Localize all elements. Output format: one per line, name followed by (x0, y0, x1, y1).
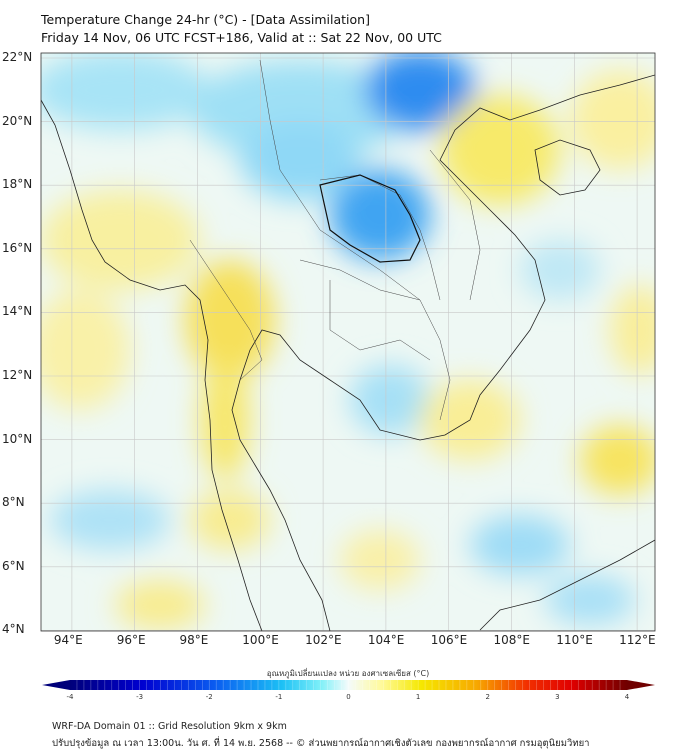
map-title: Temperature Change 24-hr (°C) - [Data As… (41, 12, 370, 27)
latitude-label: 18°N (2, 177, 33, 192)
latitude-label: 14°N (2, 304, 33, 319)
latitude-label: 12°N (2, 368, 33, 382)
colorbar (42, 680, 655, 690)
longitude-label: 100°E (242, 633, 279, 647)
longitude-label: 102°E (305, 633, 342, 647)
map-frame (40, 52, 656, 632)
longitude-label: 104°E (367, 633, 405, 647)
admin-boundaries (189, 59, 481, 421)
colorbar-gradient (70, 680, 627, 690)
colorbar-max-extension (627, 680, 655, 690)
colorbar-tick-label: -1 (275, 693, 283, 701)
colorbar-tick-label: -3 (136, 693, 144, 701)
latitude-label: 16°N (2, 240, 33, 255)
highlighted-boundary (319, 174, 421, 263)
colorbar-label: อุณหภูมิเปลี่ยนแปลง หน่วย องศาเซลเซียส (… (266, 669, 430, 678)
footer-credit: ปรับปรุงข้อมูล ณ เวลา 13:00น. วัน ศ. ที่… (52, 738, 590, 749)
longitude-label: 98°E (179, 633, 209, 647)
longitude-label: 108°E (493, 633, 531, 647)
longitude-label: 106°E (430, 633, 468, 647)
latitude-label: 4°N (2, 622, 25, 637)
longitude-label: 96°E (116, 633, 146, 647)
longitude-label: 110°E (556, 633, 593, 647)
colorbar-tick-label: -2 (205, 693, 213, 701)
longitude-label: 94°E (53, 633, 83, 647)
latitude-label: 6°N (2, 558, 25, 573)
colorbar-tick-label: -4 (66, 693, 74, 701)
colorbar-tick-label: 4 (624, 693, 630, 701)
colorbar-tick-label: 3 (555, 693, 560, 701)
latitude-label: 8°N (2, 495, 25, 510)
latitude-label: 10°N (2, 431, 33, 446)
latitude-label: 20°N (2, 113, 33, 128)
colorbar-tick-label: 1 (415, 693, 421, 701)
graticule (41, 53, 655, 631)
latitude-label: 22°N (2, 50, 33, 64)
footer-model-info: WRF-DA Domain 01 :: Grid Resolution 9km … (52, 721, 287, 732)
temperature-field (41, 53, 655, 631)
colorbar-min-extension (42, 680, 70, 690)
colorbar-tick-label: 2 (485, 693, 490, 701)
map-subtitle: Friday 14 Nov, 06 UTC FCST+186, Valid at… (41, 30, 442, 45)
colorbar-tick-label: 0 (346, 693, 351, 701)
longitude-label: 112°E (619, 633, 656, 647)
coastlines (41, 74, 655, 631)
